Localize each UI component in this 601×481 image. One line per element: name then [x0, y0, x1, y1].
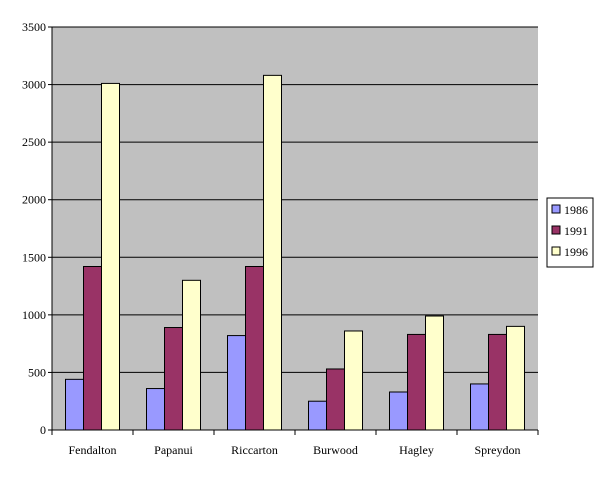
legend-swatch-1991 [551, 225, 561, 235]
bar-1991-fendalton [83, 265, 102, 431]
x-category-label: Fendalton [69, 443, 117, 457]
plot-area [52, 27, 538, 430]
y-tick-label: 3000 [22, 78, 46, 92]
y-tick-label: 500 [28, 365, 46, 379]
y-axis-tick-labels: 0 500 1000 1500 2000 2500 3000 3500 [22, 20, 46, 437]
bar-1991-riccarton [245, 265, 264, 431]
y-tick-label: 1500 [22, 250, 46, 264]
bar-1986-riccarton [227, 335, 246, 431]
x-axis-category-labels: Fendalton Papanui Riccarton Burwood Hagley Sp… [69, 443, 521, 457]
x-category-label: Hagley [399, 443, 434, 457]
legend-swatch-1986 [551, 204, 561, 214]
bar-1996-hagley [425, 315, 444, 431]
bar-1991-hagley [407, 333, 426, 431]
y-tick-label: 2000 [22, 193, 46, 207]
bar-1986-spreydon [470, 383, 489, 431]
axes [48, 26, 539, 435]
bar-1996-fendalton [101, 82, 120, 431]
bar-1991-papanui [164, 327, 183, 431]
legend-label-1996: 1996 [564, 245, 588, 259]
bar-1991-spreydon [488, 333, 507, 431]
legend-label-1986: 1986 [564, 203, 588, 217]
y-tick-label: 1000 [22, 308, 46, 322]
bar-1991-burwood [326, 368, 345, 431]
x-category-label: Burwood [313, 443, 358, 457]
bar-1986-burwood [308, 400, 327, 431]
bar-1996-burwood [344, 330, 363, 431]
bar-1986-papanui [146, 388, 165, 431]
bars [65, 74, 525, 431]
gridlines [52, 26, 538, 373]
x-category-label: Spreydon [475, 443, 521, 457]
legend: 1986 1991 1996 [546, 197, 594, 268]
bar-1996-spreydon [506, 325, 525, 431]
bar-1986-hagley [389, 391, 408, 431]
y-tick-label: 0 [40, 423, 46, 437]
x-category-label: Riccarton [231, 443, 278, 457]
bar-1996-riccarton [263, 74, 282, 431]
y-tick-label: 3500 [22, 20, 46, 34]
bar-1996-papanui [182, 279, 201, 431]
bar-1986-fendalton [65, 378, 84, 431]
legend-swatch-1996 [551, 246, 561, 256]
x-category-label: Papanui [154, 443, 193, 457]
legend-label-1991: 1991 [564, 224, 588, 238]
y-tick-label: 2500 [22, 135, 46, 149]
